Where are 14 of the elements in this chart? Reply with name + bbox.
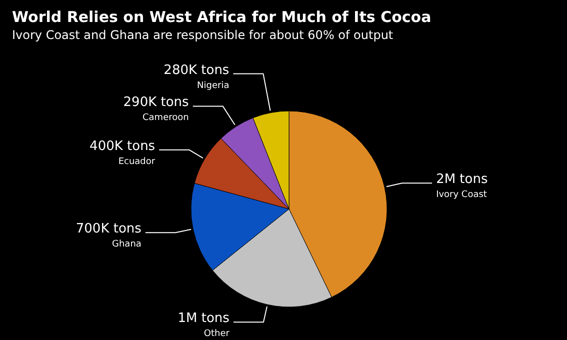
slice-label: Other — [204, 329, 230, 340]
chart-subtitle: Ivory Coast and Ghana are responsible for about 60% of output — [12, 28, 394, 42]
chart-title: World Relies on West Africa for Much of Its Cocoa — [12, 8, 432, 26]
data-label: 400K tons — [90, 138, 156, 154]
data-label: 2M tons — [436, 172, 488, 188]
slice-label: Nigeria — [197, 80, 230, 91]
data-label: 280K tons — [164, 62, 230, 78]
data-label: 290K tons — [123, 95, 190, 110]
slice-label: Ecuador — [118, 156, 156, 167]
slice-label: Ivory Coast — [436, 190, 488, 200]
data-label: 700K tons — [76, 222, 142, 237]
slice-label: Cameroon — [142, 113, 189, 124]
data-label: 1M tons — [178, 311, 230, 326]
slice-label: Ghana — [112, 240, 142, 250]
